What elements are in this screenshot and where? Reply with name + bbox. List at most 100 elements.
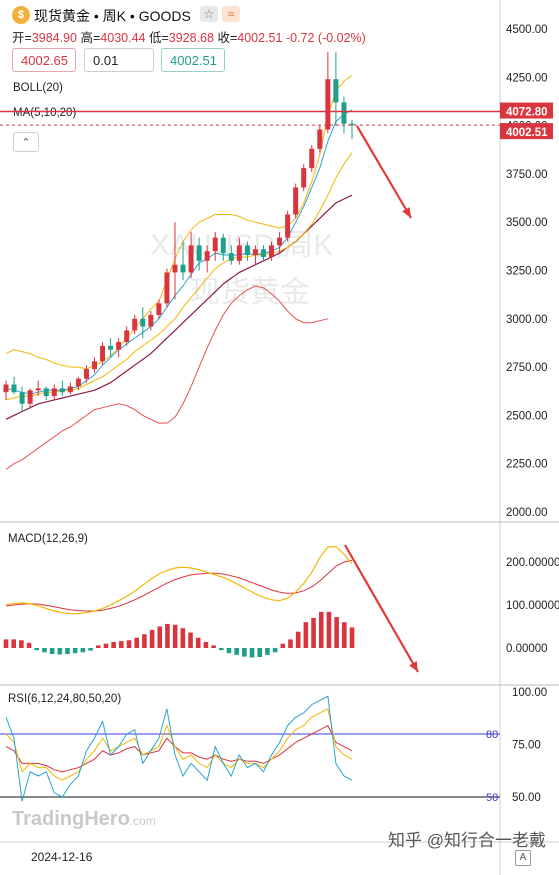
candle-body [156,303,162,315]
rsi-indicator-label[interactable]: RSI(6,12,24,80,50,20) [8,693,122,705]
brand-watermark: TradingHero.com [12,808,156,831]
gold-logo-icon: $ [12,6,30,24]
macd-histogram-bar [188,632,193,648]
candle-body [35,388,41,391]
auto-scale-button[interactable]: A [515,850,531,866]
macd-histogram-bar [165,623,170,648]
buy-button[interactable]: 4002.51 [161,48,225,72]
candle-body [164,272,170,304]
macd-histogram-bar [119,641,124,648]
candle-body [277,237,283,246]
candle-body [333,79,339,103]
rsi-tick-label: 100.00 [512,687,547,699]
candle-body [285,214,291,238]
favorite-star-icon[interactable]: ☆ [200,6,218,22]
macd-tick-label: 200.00000 [506,557,559,569]
rsi-80-label: 80 [486,729,498,741]
brand-name: TradingHero [12,808,130,830]
candle-body [148,314,154,327]
rsi-tick-label: 50.00 [512,792,541,804]
macd-histogram-bar [142,634,147,648]
rsi12-line [5,708,353,781]
candle-body [3,384,9,393]
candle-body [204,251,210,261]
boll-upper-line [5,74,353,370]
low-label: 低= [148,31,169,45]
candle-body [212,237,218,252]
candle-body [140,318,146,327]
macd-histogram-bar [342,622,347,648]
projection-arrow-price-shaft [356,125,412,219]
lot-size-input[interactable]: 0.01 [84,48,154,72]
macd-histogram-bar [72,648,78,654]
candle-body [19,392,25,404]
projection-arrow-macd-shaft [344,544,419,673]
brand-suffix: .com [129,814,156,828]
macd-histogram-bar [80,648,86,653]
candle-body [108,345,114,350]
macd-histogram-bar [134,637,140,648]
macd-histogram-bar [195,637,201,648]
close-value: 4002.51 [237,31,283,45]
macd-histogram-bar [272,648,278,653]
projection-arrow-price-head [402,207,411,218]
macd-histogram-bar [326,611,332,648]
macd-histogram-bar [19,640,24,648]
candle-body [11,384,17,393]
macd-tick-label: 100.00000 [506,600,559,612]
price-tick-label: 3000.00 [506,314,548,326]
rsi-tick-label: 75.00 [512,740,541,752]
macd-histogram-bar [49,648,55,655]
change-value: -0.72 (-0.02%) [285,31,366,45]
high-value: 4030.44 [100,31,146,45]
candle-body [220,237,226,254]
boll-indicator-label[interactable]: BOLL(20) [13,82,63,94]
candle-body [301,168,307,188]
macd-histogram-bar [103,643,109,648]
open-label: 开= [12,31,32,45]
macd-histogram-bar [242,648,247,657]
candle-body [236,245,242,261]
symbol-title[interactable]: 现货黄金 • 周K • GOODS [34,8,191,24]
candle-body [124,330,130,342]
last-price-tag-bg [500,123,553,140]
price-tick-label: 4500.00 [506,24,548,36]
rsi6-line [5,695,353,802]
macd-histogram-bar [26,642,32,648]
close-label: 收= [217,31,238,45]
macd-histogram-bar [218,648,224,651]
macd-histogram-bar [42,648,47,653]
rsi-50-label: 50 [486,792,498,804]
candle-body [309,148,315,169]
ohlc-readout: 开=3984.90 高=4030.44 低=3928.68 收=4002.51 … [12,27,366,46]
price-tick-label: 3750.00 [506,169,548,181]
macd-histogram-bar [11,639,16,648]
price-tick-label: 2500.00 [506,410,548,422]
ma-indicator-label[interactable]: MA(5,10,20) [13,107,77,119]
candle-body [67,386,73,393]
candle-body [51,388,57,397]
macd-histogram-bar [349,627,355,648]
macd-histogram-bar [65,648,70,655]
sell-button[interactable]: 4002.65 [12,48,76,72]
macd-histogram-bar [311,617,316,648]
open-value: 3984.90 [31,31,77,45]
collapse-indicators-button[interactable]: ⌃ [13,132,39,152]
candle-body [341,102,347,124]
macd-histogram-bar [88,648,93,651]
macd-histogram-bar [249,648,255,658]
macd-histogram-bar [3,639,9,648]
wave-icon[interactable]: ≈ [222,6,240,22]
candle-body [196,245,202,261]
price-tick-label: 4250.00 [506,72,548,84]
candle-body [325,79,331,130]
candle-body [180,264,186,273]
macd-indicator-label[interactable]: MACD(12,26,9) [8,533,88,545]
candle-body [293,187,299,215]
candle-body [188,245,194,273]
macd-histogram-bar [34,648,40,651]
macd-histogram-bar [211,645,216,648]
candle-body [349,123,355,126]
projection-arrow-macd-head [409,661,418,672]
